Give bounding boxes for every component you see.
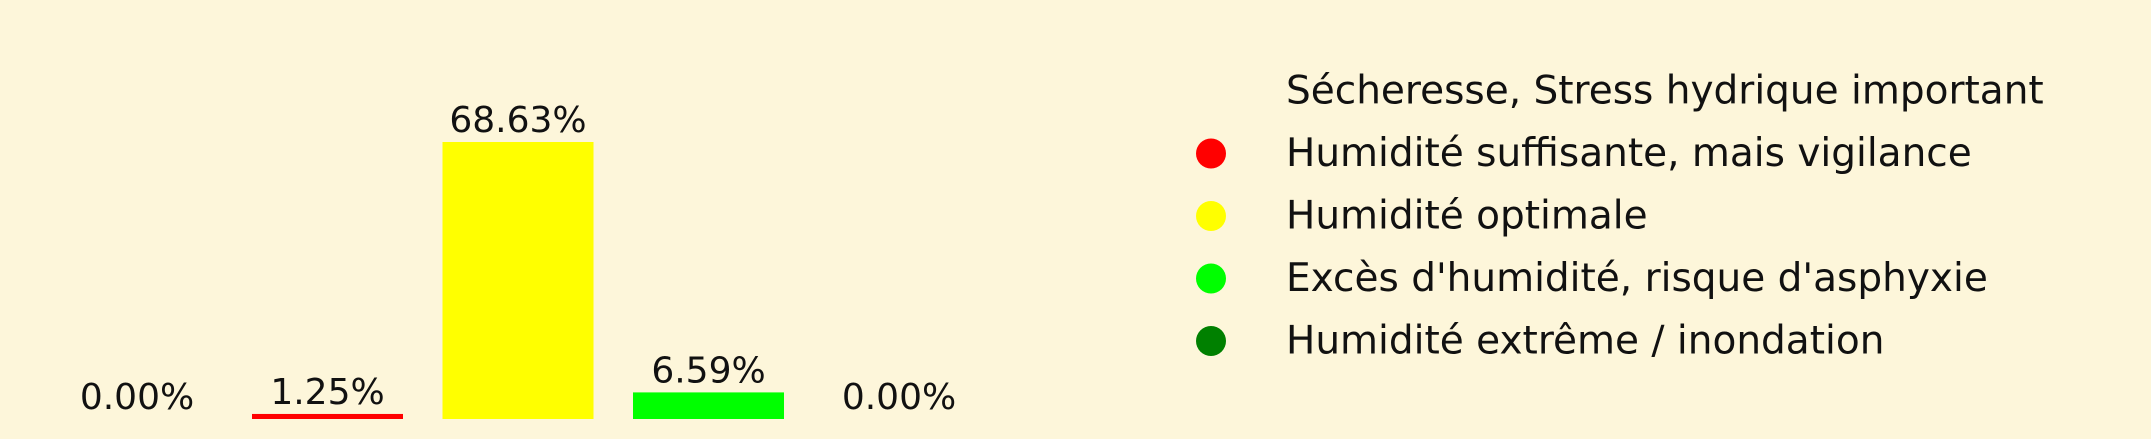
legend-marker-4 xyxy=(1196,263,1226,294)
legend-marker-5 xyxy=(1196,326,1226,356)
legend-label-1: Sécheresse, Stress hydrique important xyxy=(1286,69,2044,114)
bar-value-label-3: 68.63% xyxy=(449,100,586,141)
legend-item-1: Sécheresse, Stress hydrique important xyxy=(1196,69,2044,114)
bar-4 xyxy=(633,392,784,419)
bar-value-label-4: 6.59% xyxy=(651,350,765,391)
legend-item-4: Excès d'humidité, risque d'asphyxie xyxy=(1196,256,1988,301)
legend-marker-3 xyxy=(1196,201,1226,231)
legend-marker-1 xyxy=(1196,76,1226,106)
legend-label-3: Humidité optimale xyxy=(1286,194,1648,239)
legend-item-2: Humidité suffisante, mais vigilance xyxy=(1196,131,1972,176)
legend-marker-2 xyxy=(1196,138,1226,169)
legend-label-4: Excès d'humidité, risque d'asphyxie xyxy=(1286,256,1988,301)
bar-value-label-2: 1.25% xyxy=(270,372,384,413)
legend-label-5: Humidité extrême / inondation xyxy=(1286,319,1884,364)
bar-value-label-5: 0.00% xyxy=(842,377,956,418)
bars-group xyxy=(252,142,784,419)
legend-label-2: Humidité suffisante, mais vigilance xyxy=(1286,131,1972,176)
bar-value-label-1: 0.00% xyxy=(80,377,194,418)
bar-2 xyxy=(252,413,403,419)
legend-item-5: Humidité extrême / inondation xyxy=(1196,319,1884,364)
legend: Sécheresse, Stress hydrique important Hum… xyxy=(1196,69,2044,364)
legend-item-3: Humidité optimale xyxy=(1196,194,1648,239)
bar-value-labels-group: 0.00% 1.25% 68.63% 6.59% 0.00% xyxy=(80,100,956,418)
bar-3 xyxy=(442,142,594,419)
